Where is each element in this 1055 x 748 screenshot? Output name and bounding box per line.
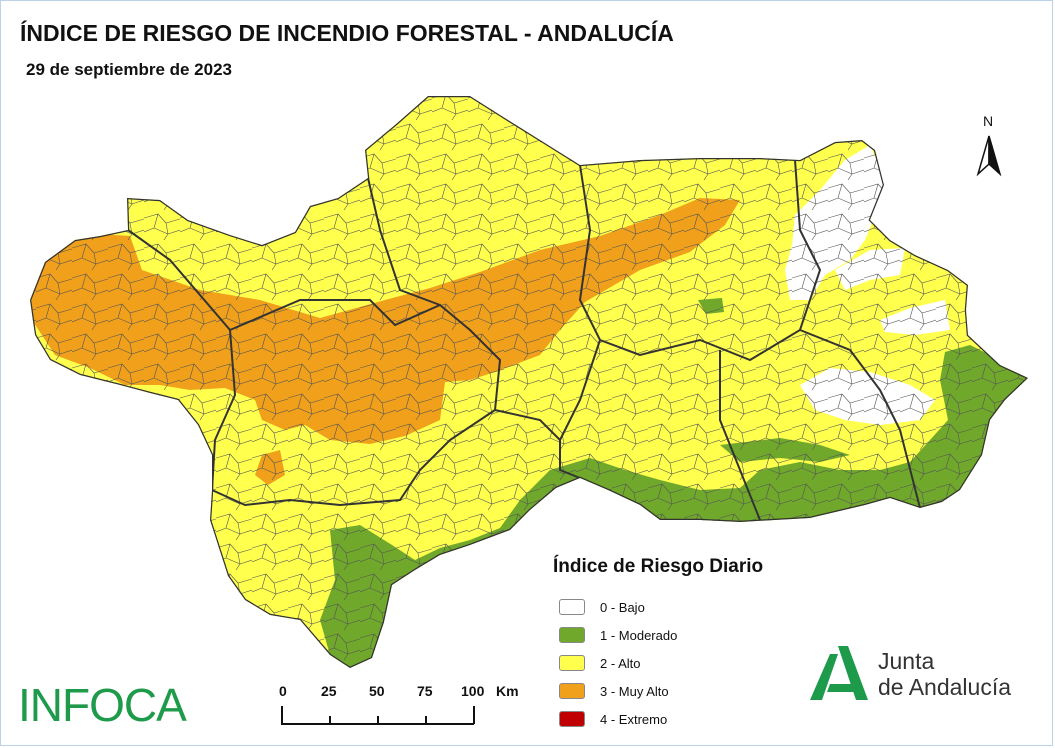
legend-item-bajo: 0 - Bajo (553, 593, 763, 621)
scale-bar-line (281, 706, 475, 725)
legend-swatch-moderado (559, 627, 585, 643)
legend-title: Índice de Riesgo Diario (553, 556, 764, 577)
legend-label: 0 - Bajo (600, 599, 645, 615)
legend-swatch-muy-alto (559, 683, 585, 699)
legend-label: 3 - Muy Alto (600, 683, 669, 699)
junta-line1: Junta (878, 648, 935, 674)
legend-label: 4 - Extremo (600, 711, 668, 727)
scale-unit: Km (496, 683, 519, 699)
legend-item-moderado: 1 - Moderado (553, 621, 763, 649)
legend-swatch-extremo (559, 711, 585, 727)
scale-tick-label: 25 (321, 683, 337, 699)
andalucia-outline (30, 96, 1028, 668)
legend-swatch-bajo (559, 599, 585, 615)
scale-tick-label: 100 (461, 683, 485, 699)
legend-item-muy-alto: 3 - Muy Alto (553, 677, 763, 705)
junta-line2: de Andalucía (878, 674, 1012, 700)
province-boundaries (127, 159, 921, 521)
legend-swatch-alto (559, 655, 585, 671)
north-arrow-label: N (983, 113, 994, 129)
junta-andalucia-logo-text: Junta de Andalucía (878, 648, 1011, 700)
scale-tick-label: 0 (279, 683, 287, 699)
legend: Índice de Riesgo Diario 0 - Bajo 1 - Mod… (553, 556, 763, 733)
scale-tick-label: 50 (369, 683, 385, 699)
legend-label: 1 - Moderado (600, 627, 678, 643)
legend-label: 2 - Alto (600, 655, 641, 671)
infoca-logo: INFOCA (18, 679, 187, 731)
legend-item-alto: 2 - Alto (553, 649, 763, 677)
scale-tick-label: 75 (417, 683, 433, 699)
municipality-boundaries (30, 96, 1028, 668)
map-title: ÍNDICE DE RIESGO DE INCENDIO FORESTAL - … (20, 20, 674, 46)
scale-bar: 0 25 50 75 100 Km (270, 680, 530, 730)
map-date: 29 de septiembre de 2023 (26, 60, 233, 79)
junta-andalucia-logo-icon (810, 646, 868, 700)
north-arrow-icon (976, 135, 1002, 177)
legend-item-extremo: 4 - Extremo (553, 705, 763, 733)
